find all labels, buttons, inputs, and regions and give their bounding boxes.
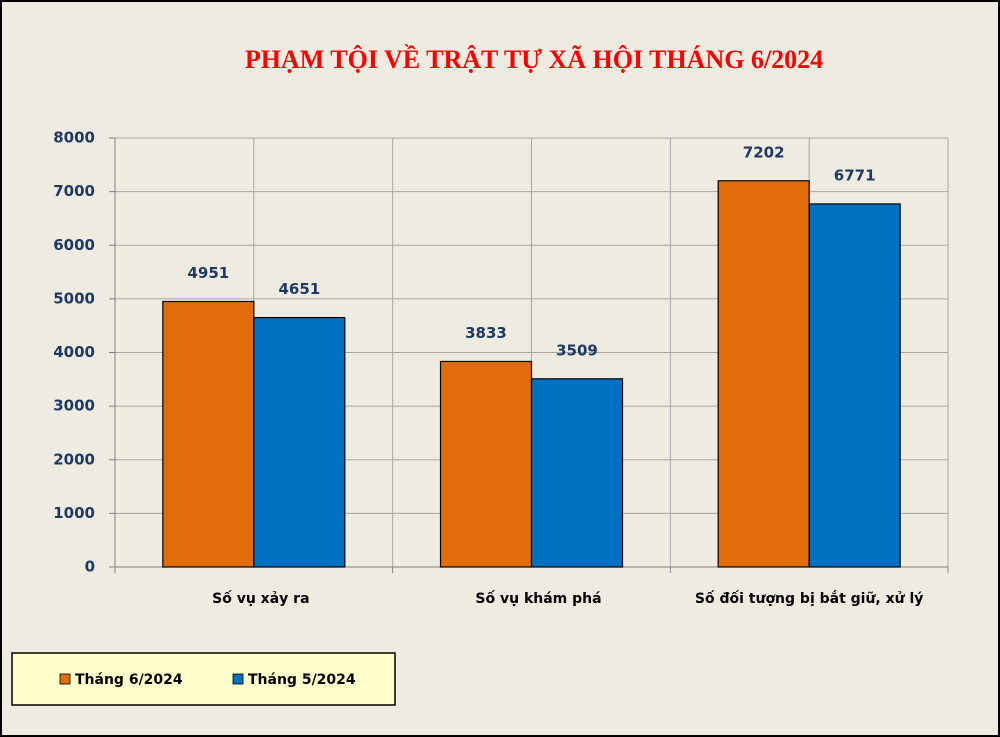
legend-swatch — [232, 673, 244, 685]
data-label: 6771 — [834, 166, 876, 184]
legend — [11, 652, 396, 706]
legend-label: Tháng 5/2024 — [248, 672, 356, 688]
data-label: 4951 — [187, 264, 229, 282]
data-label: 3509 — [556, 341, 598, 359]
bar — [530, 378, 624, 568]
data-label: 7202 — [743, 143, 785, 161]
chart-title: PHẠM TỘI VỀ TRẬT TỰ XÃ HỘI THÁNG 6/2024 — [245, 45, 823, 74]
y-tick-label: 0 — [85, 558, 95, 576]
y-tick-label: 7000 — [53, 182, 95, 200]
x-tick-label: Số vụ xảy ra — [212, 590, 309, 607]
bar — [439, 360, 533, 568]
legend-label: Tháng 6/2024 — [75, 672, 183, 688]
y-tick-label: 6000 — [53, 236, 95, 254]
y-tick-label: 1000 — [53, 504, 95, 522]
y-tick-label: 5000 — [53, 289, 95, 307]
y-tick-label: 4000 — [53, 343, 95, 361]
legend-swatch — [59, 673, 71, 685]
x-tick-label: Số vụ khám phá — [475, 590, 601, 607]
x-tick-label: Số đối tượng bị bắt giữ, xử lý — [695, 590, 924, 607]
y-tick-label: 2000 — [53, 450, 95, 468]
y-tick-label: 8000 — [53, 129, 95, 147]
data-label: 4651 — [278, 280, 320, 298]
bar — [162, 300, 255, 568]
bar — [253, 316, 346, 568]
bar — [808, 203, 901, 568]
data-label: 3833 — [465, 324, 507, 342]
y-tick-label: 3000 — [53, 397, 95, 415]
bar — [717, 180, 810, 568]
